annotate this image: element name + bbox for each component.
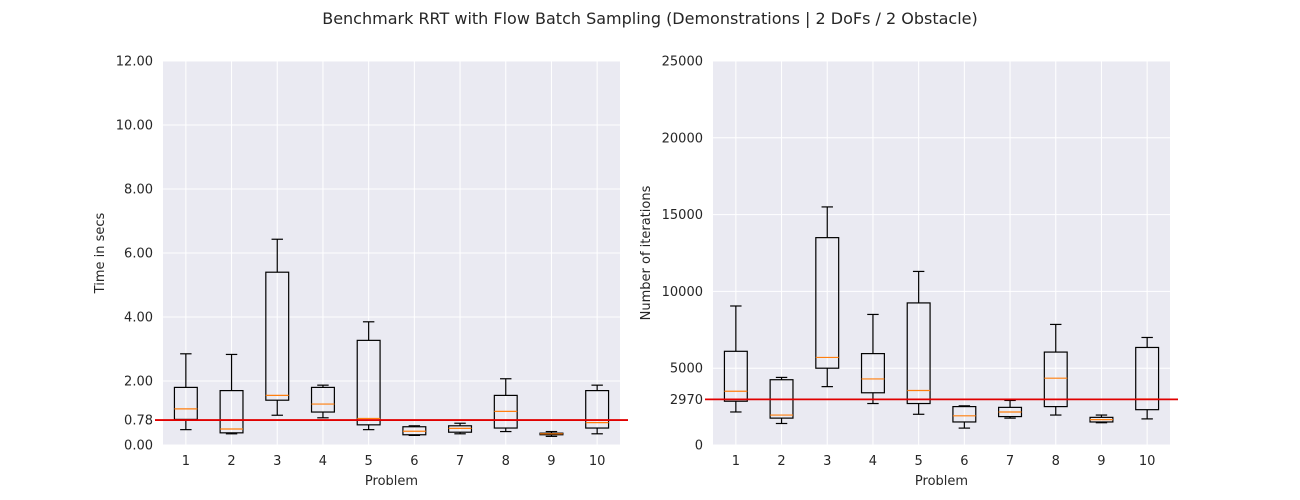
figure-suptitle: Benchmark RRT with Flow Batch Sampling (… [322,9,978,28]
x-tick-label: 1 [182,454,190,469]
box-4 [860,313,885,405]
box-8 [1043,323,1068,416]
y-tick-label: 2.00 [124,375,153,390]
x-tick-label: 2 [227,454,235,469]
y-tick-label: 10000 [662,285,703,300]
iqr-box [585,390,610,429]
plot-area [713,61,1170,445]
y-tick-label: 12.00 [116,55,153,70]
box-6 [402,425,427,436]
y-tick-label: 5000 [670,362,703,377]
x-tick-label: 2 [777,454,785,469]
x-tick-label: 10 [1139,454,1156,469]
box-8 [493,378,518,433]
box-10 [585,384,610,435]
y-tick-label: 10.00 [116,119,153,134]
box-3 [815,206,840,388]
x-tick-label: 4 [869,454,877,469]
y-axis-label: Number of iterations [639,185,654,320]
y-tick-label: 6.00 [124,247,153,262]
x-tick-label: 3 [273,454,281,469]
iqr-box [815,237,840,369]
y-tick-label: 25000 [662,55,703,70]
x-tick-label: 8 [1052,454,1060,469]
box-9 [539,430,564,437]
iqr-box [265,271,290,401]
y-tick-label: 0.78 [124,414,153,429]
y-tick-label: 20000 [662,131,703,146]
iqr-box [1135,346,1160,411]
box-2 [219,353,244,435]
y-tick-label: 8.00 [124,183,153,198]
iqr-box [448,425,473,433]
y-axis-label: Time in secs [93,212,108,294]
iqr-box [1043,351,1068,408]
box-5 [356,321,381,431]
x-tick-label: 4 [319,454,327,469]
iterations-boxplot: 0 2970 5000 10000 15000 20000 25000 1 2 3 4 5 6 7 8 9 10… [639,55,1178,489]
iqr-box [310,386,335,413]
x-tick-label: 7 [1006,454,1014,469]
box-4 [310,384,335,419]
iqr-box [723,350,748,402]
x-tick-label: 5 [365,454,373,469]
x-tick-label: 9 [547,454,555,469]
box-6 [952,405,977,429]
x-axis-label: Problem [915,474,968,489]
y-tick-label: 4.00 [124,311,153,326]
box-1 [723,305,748,413]
x-tick-label: 3 [823,454,831,469]
x-tick-label: 5 [915,454,923,469]
x-tick-label: 8 [502,454,510,469]
x-tick-label: 6 [410,454,418,469]
iqr-box [860,353,885,394]
box-7 [998,399,1023,419]
y-tick-label: 0 [695,439,703,454]
x-tick-label: 9 [1097,454,1105,469]
x-tick-label: 6 [960,454,968,469]
time-boxplot: 0.00 0.78 2.00 4.00 6.00 8.00 10.00 12.00 1 2 3 4 5 6… [93,55,628,489]
y-tick-label: 2970 [670,393,703,408]
box-7 [448,422,473,435]
box-9 [1089,414,1114,424]
iqr-box [906,302,931,405]
iqr-box [219,390,244,434]
x-tick-label: 1 [732,454,740,469]
x-tick-label: 10 [589,454,606,469]
x-axis-label: Problem [365,474,418,489]
box-3 [265,238,290,416]
y-tick-label: 0.00 [124,439,153,454]
box-5 [906,270,931,415]
y-tick-label: 15000 [662,208,703,223]
iqr-box [356,339,381,426]
x-tick-label: 7 [456,454,464,469]
iqr-box [952,406,977,423]
